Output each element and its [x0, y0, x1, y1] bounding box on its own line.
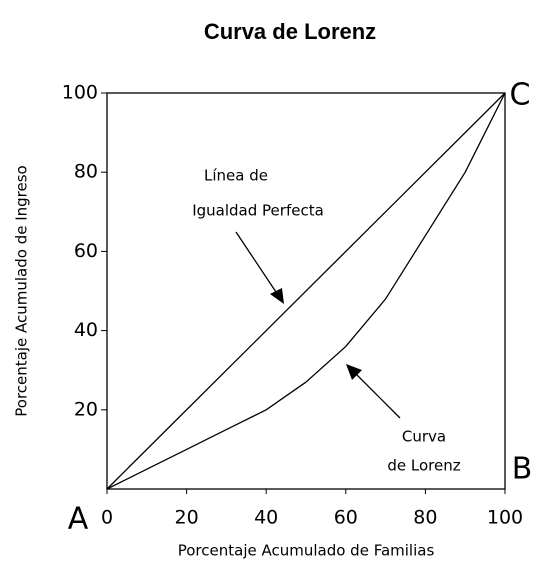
x-tick-label: 100: [487, 507, 523, 529]
corner-label: B: [512, 452, 533, 487]
arrow: [235, 231, 281, 299]
chart-title: Curva de Lorenz: [204, 19, 376, 44]
corner-label: A: [68, 502, 89, 537]
x-tick-label: 80: [413, 507, 437, 529]
x-tick-label: 60: [334, 507, 358, 529]
y-tick-label: 60: [74, 240, 98, 262]
arrow: [353, 371, 401, 419]
series-line: [106, 92, 506, 490]
y-tick-label: 100: [62, 82, 98, 104]
annotation: Línea de: [204, 167, 268, 185]
corner-label: C: [510, 78, 531, 113]
y-tick-label: 40: [74, 319, 98, 341]
x-tick-label: 20: [175, 507, 199, 529]
annotation: Igualdad Perfecta: [192, 202, 324, 220]
plot-frame: [106, 92, 506, 490]
arrow-head: [270, 288, 284, 304]
x-tick-label: 0: [101, 507, 113, 529]
x-tick-label: 40: [254, 507, 278, 529]
annotation: de Lorenz: [387, 457, 460, 475]
x-axis-label: Porcentaje Acumulado de Familias: [178, 542, 435, 560]
series-line: [106, 92, 506, 490]
y-axis-label: Porcentaje Acumulado de Ingreso: [13, 165, 31, 416]
arrow-head: [346, 364, 362, 380]
y-tick-label: 20: [74, 398, 98, 420]
y-tick-label: 80: [74, 161, 98, 183]
annotation: Curva: [402, 428, 446, 446]
